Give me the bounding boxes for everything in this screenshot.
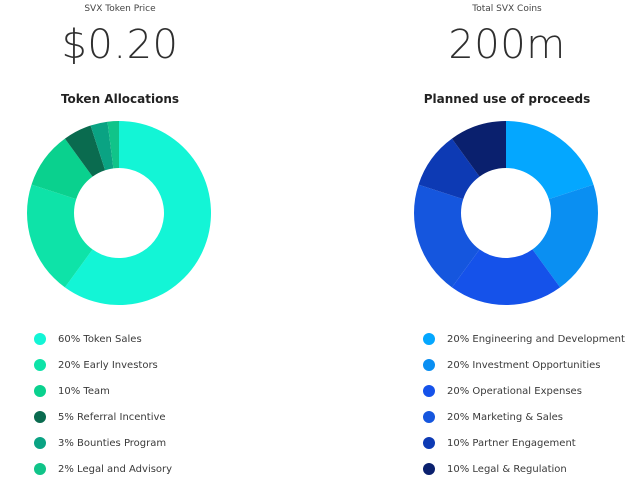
token-allocations-title: Token Allocations xyxy=(60,92,180,106)
token-price-column: SVX Token Price $0.20 Token Allocations … xyxy=(26,4,212,482)
donut-0-slice-1 xyxy=(26,184,93,288)
legend-item: 2% Legal and Advisory xyxy=(34,456,172,482)
donut-1-slice-3 xyxy=(414,184,480,288)
legend-item: 20% Operational Expenses xyxy=(423,378,625,404)
proceeds-title: Planned use of proceeds xyxy=(423,92,591,106)
legend-label: 20% Early Investors xyxy=(58,359,158,371)
total-coins-column: Total SVX Coins 200m Planned use of proc… xyxy=(320,0,640,489)
donut-0-slice-0 xyxy=(64,121,212,305)
legend-swatch-icon xyxy=(34,359,46,371)
legend-label: 10% Legal & Regulation xyxy=(447,463,567,475)
donut-0-slice-4 xyxy=(90,121,114,171)
legend-swatch-icon xyxy=(423,437,435,449)
legend-label: 3% Bounties Program xyxy=(58,437,167,449)
legend-swatch-icon xyxy=(34,437,46,449)
legend-label: 2% Legal and Advisory xyxy=(58,463,173,475)
legend-item: 20% Engineering and Development xyxy=(423,326,625,352)
legend-swatch-icon xyxy=(34,463,46,475)
token-allocations-donut xyxy=(26,121,212,305)
legend-swatch-icon xyxy=(34,333,46,345)
legend-item: 20% Investment Opportunities xyxy=(423,352,625,378)
donut-1-slice-2 xyxy=(451,249,561,305)
token-price-label: SVX Token Price xyxy=(84,4,156,14)
legend-label: 20% Investment Opportunities xyxy=(447,359,601,371)
legend-label: 60% Token Sales xyxy=(58,333,142,345)
legend-item: 20% Marketing & Sales xyxy=(423,404,625,430)
donut-0-slice-3 xyxy=(64,125,106,177)
legend-swatch-icon xyxy=(34,411,46,423)
legend-label: 20% Operational Expenses xyxy=(447,385,582,397)
legend-item: 3% Bounties Program xyxy=(34,430,172,456)
legend-item: 20% Early Investors xyxy=(34,352,172,378)
total-coins-label: Total SVX Coins xyxy=(472,4,542,14)
legend-swatch-icon xyxy=(423,333,435,345)
legend-swatch-icon xyxy=(34,385,46,397)
legend-label: 5% Referral Incentive xyxy=(58,411,166,423)
legend-item: 5% Referral Incentive xyxy=(34,404,172,430)
legend-item: 10% Legal & Regulation xyxy=(423,456,625,482)
donut-0-slice-2 xyxy=(31,138,93,200)
donut-1-slice-0 xyxy=(506,121,594,200)
legend-label: 10% Partner Engagement xyxy=(447,437,576,449)
legend-item: 10% Team xyxy=(34,378,172,404)
token-allocations-legend: 60% Token Sales 20% Early Investors 10% Te… xyxy=(34,326,172,482)
donut-1-slice-1 xyxy=(532,184,598,288)
legend-swatch-icon xyxy=(423,411,435,423)
legend-item: 60% Token Sales xyxy=(34,326,172,352)
donut-0-slice-5 xyxy=(107,121,119,169)
donut-1-slice-5 xyxy=(451,121,506,177)
legend-label: 10% Team xyxy=(58,385,110,397)
legend-swatch-icon xyxy=(423,359,435,371)
legend-label: 20% Engineering and Development xyxy=(447,333,625,345)
legend-item: 10% Partner Engagement xyxy=(423,430,625,456)
proceeds-legend: 20% Engineering and Development 20% Inves… xyxy=(423,326,625,482)
legend-swatch-icon xyxy=(423,385,435,397)
donut-1-slice-4 xyxy=(418,138,480,200)
proceeds-donut xyxy=(414,121,598,305)
token-price-value: $0.20 xyxy=(61,22,179,68)
legend-label: 20% Marketing & Sales xyxy=(447,411,564,423)
total-coins-value: 200m xyxy=(448,22,566,68)
legend-swatch-icon xyxy=(423,463,435,475)
